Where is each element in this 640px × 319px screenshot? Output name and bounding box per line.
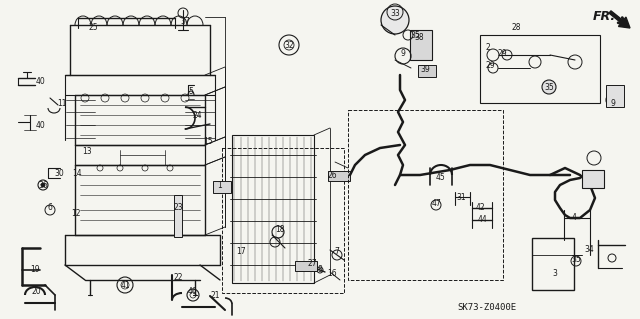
Text: 18: 18 bbox=[275, 225, 285, 234]
Bar bbox=[213, 181, 231, 193]
Text: 17: 17 bbox=[236, 248, 246, 256]
Text: 29: 29 bbox=[497, 49, 507, 58]
Bar bbox=[174, 195, 182, 237]
Text: 38: 38 bbox=[414, 33, 424, 42]
Text: 11: 11 bbox=[57, 99, 67, 108]
Bar bbox=[328, 171, 350, 181]
Text: 15: 15 bbox=[203, 137, 213, 145]
Text: 21: 21 bbox=[211, 292, 220, 300]
Text: 40: 40 bbox=[36, 78, 46, 86]
Text: 20: 20 bbox=[31, 286, 41, 295]
Bar bbox=[606, 85, 624, 107]
Text: 46: 46 bbox=[188, 287, 198, 296]
Text: 35: 35 bbox=[544, 83, 554, 92]
Text: FR.: FR. bbox=[593, 10, 616, 23]
Bar bbox=[532, 238, 574, 290]
Text: 1: 1 bbox=[218, 181, 222, 189]
Text: 40: 40 bbox=[36, 121, 46, 130]
Text: 14: 14 bbox=[72, 168, 82, 177]
Text: 27: 27 bbox=[307, 258, 317, 268]
Text: 9: 9 bbox=[611, 99, 616, 108]
Text: 8: 8 bbox=[317, 264, 323, 273]
Text: 25: 25 bbox=[88, 24, 98, 33]
Text: 45: 45 bbox=[436, 174, 446, 182]
Bar bbox=[295, 261, 317, 271]
Text: 4: 4 bbox=[572, 213, 577, 222]
Text: 16: 16 bbox=[327, 269, 337, 278]
Bar bbox=[232, 135, 314, 283]
Text: 34: 34 bbox=[584, 246, 594, 255]
Text: 9: 9 bbox=[401, 49, 405, 58]
Text: 35: 35 bbox=[571, 255, 581, 263]
Text: 29: 29 bbox=[485, 61, 495, 70]
Text: 39: 39 bbox=[420, 64, 430, 73]
FancyArrow shape bbox=[609, 11, 630, 28]
Bar bbox=[410, 30, 432, 60]
Circle shape bbox=[381, 6, 409, 34]
Text: SK73-Z0400E: SK73-Z0400E bbox=[458, 303, 516, 313]
Text: 31: 31 bbox=[456, 192, 466, 202]
Text: 26: 26 bbox=[327, 172, 337, 181]
Text: 28: 28 bbox=[511, 24, 521, 33]
Text: 12: 12 bbox=[71, 210, 81, 219]
Text: 32: 32 bbox=[284, 41, 294, 49]
Circle shape bbox=[41, 183, 45, 187]
Bar bbox=[480, 35, 600, 103]
Text: 33: 33 bbox=[390, 9, 400, 18]
Text: 30: 30 bbox=[54, 168, 64, 177]
Text: 13: 13 bbox=[82, 147, 92, 157]
Text: 2: 2 bbox=[486, 43, 490, 53]
Bar bbox=[222, 148, 344, 293]
Text: 23: 23 bbox=[173, 203, 183, 211]
Text: 5: 5 bbox=[189, 86, 193, 95]
Text: 6: 6 bbox=[47, 204, 52, 212]
Text: 35: 35 bbox=[410, 31, 420, 40]
Text: 44: 44 bbox=[478, 216, 488, 225]
Bar bbox=[582, 170, 604, 188]
Text: 19: 19 bbox=[30, 265, 40, 275]
Text: 37: 37 bbox=[180, 17, 190, 26]
Circle shape bbox=[542, 80, 556, 94]
Text: 7: 7 bbox=[335, 248, 339, 256]
Text: 42: 42 bbox=[475, 203, 485, 211]
Bar bbox=[348, 110, 503, 280]
Text: 36: 36 bbox=[38, 181, 48, 189]
Text: 3: 3 bbox=[552, 269, 557, 278]
Text: 24: 24 bbox=[192, 110, 202, 120]
Text: 47: 47 bbox=[431, 198, 441, 207]
Text: 41: 41 bbox=[120, 280, 130, 290]
Bar bbox=[418, 65, 436, 77]
Text: 22: 22 bbox=[173, 273, 183, 283]
